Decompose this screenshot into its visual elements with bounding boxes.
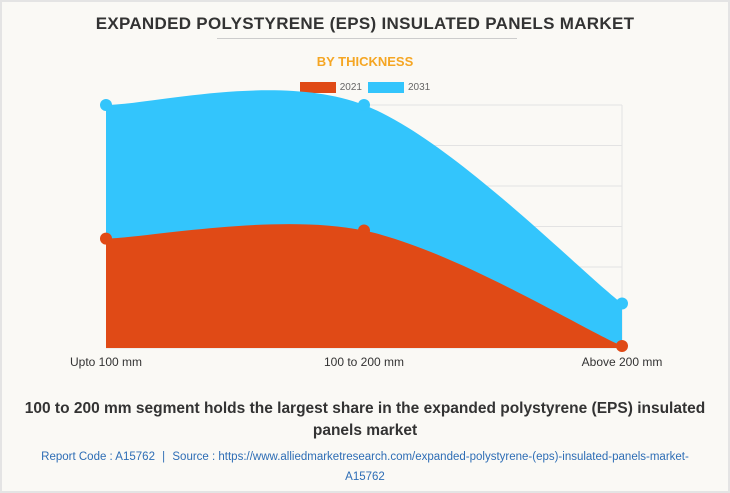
x-tick-label: 100 to 200 mm [324, 355, 404, 369]
data-point-2031[interactable] [616, 297, 628, 310]
plot-area: Upto 100 mm 100 to 200 mm Above 200 mm [70, 90, 663, 369]
data-point-2021[interactable] [616, 339, 628, 352]
data-point-2021[interactable] [100, 232, 112, 245]
legend-item-2031[interactable]: 2031 [368, 82, 430, 93]
source-line: Report Code : A15762 | Source : https://… [22, 447, 708, 487]
chart-headline: 100 to 200 mm segment holds the largest … [24, 400, 706, 439]
legend-label: 2031 [408, 82, 431, 94]
data-point-2031[interactable] [358, 99, 370, 111]
source-link[interactable]: Source : https://www.alliedmarketresearc… [172, 451, 689, 483]
x-tick-label: Above 200 mm [582, 355, 663, 369]
report-code: Report Code : A15762 [41, 451, 155, 463]
legend-swatch-2031 [368, 82, 404, 93]
legend-label: 2021 [339, 82, 362, 94]
title-divider [217, 38, 517, 39]
chart-title: EXPANDED POLYSTYRENE (EPS) INSULATED PAN… [95, 14, 635, 33]
area-2021 [106, 224, 622, 348]
legend-item-2021[interactable]: 2021 [299, 82, 362, 94]
data-point-2021[interactable] [358, 224, 370, 237]
legend: 2021 2031 [2, 82, 728, 93]
chart-subtitle: BY THICKNESS [316, 54, 414, 69]
separator: | [162, 451, 166, 463]
legend-swatch-2021 [299, 82, 336, 93]
x-tick-label: Upto 100 mm [70, 355, 142, 369]
data-point-2031[interactable] [100, 99, 112, 111]
